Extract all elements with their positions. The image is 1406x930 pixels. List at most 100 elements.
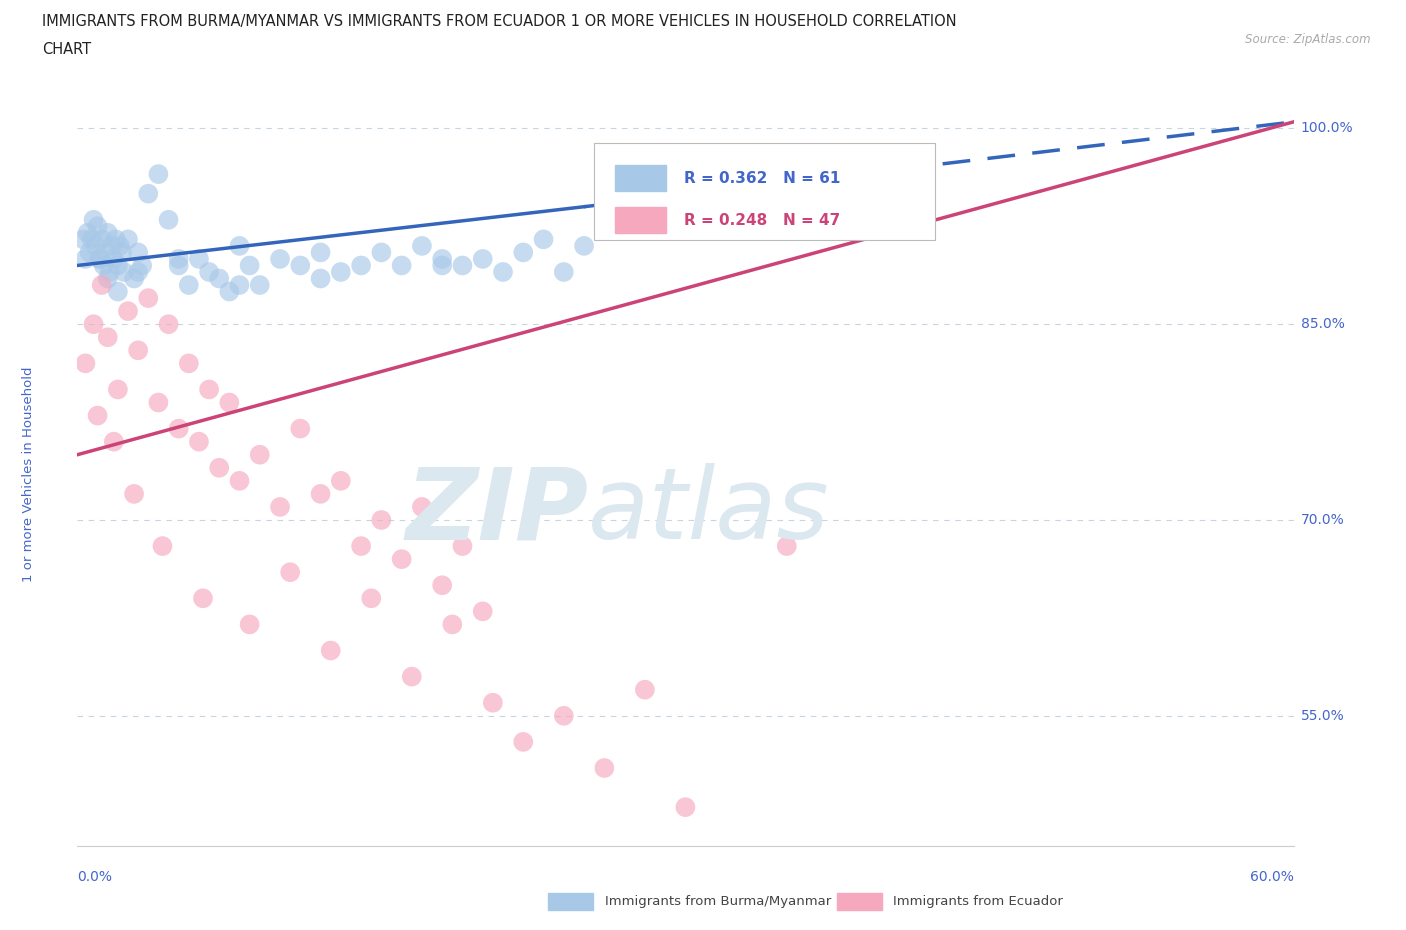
Point xyxy=(177,277,200,292)
Point xyxy=(117,304,139,319)
Point xyxy=(89,251,111,266)
Point xyxy=(90,232,112,246)
Point xyxy=(76,225,98,240)
Point xyxy=(471,604,494,618)
Point xyxy=(167,251,190,266)
Point xyxy=(136,291,159,306)
Point xyxy=(97,225,120,240)
Point xyxy=(83,317,105,332)
Point xyxy=(112,264,135,279)
Text: 70.0%: 70.0% xyxy=(1301,513,1344,527)
Point xyxy=(329,473,352,488)
Point xyxy=(430,578,453,592)
Point xyxy=(309,486,332,501)
Text: atlas: atlas xyxy=(588,463,830,560)
Bar xyxy=(614,207,666,233)
Point xyxy=(117,232,139,246)
Point xyxy=(675,800,697,815)
Point xyxy=(401,670,423,684)
Point xyxy=(122,486,145,501)
Point xyxy=(103,251,125,266)
Point xyxy=(72,232,94,246)
Point xyxy=(370,245,392,259)
Point xyxy=(451,538,474,553)
Point xyxy=(79,245,101,259)
Point xyxy=(228,238,250,253)
Point xyxy=(188,251,211,266)
FancyBboxPatch shape xyxy=(595,143,935,240)
Text: 0.0%: 0.0% xyxy=(77,870,112,884)
Text: Source: ZipAtlas.com: Source: ZipAtlas.com xyxy=(1246,33,1371,46)
Point xyxy=(122,271,145,286)
Point xyxy=(148,395,170,410)
Point xyxy=(441,617,464,631)
Point xyxy=(86,219,108,233)
Point xyxy=(228,277,250,292)
Point xyxy=(157,317,180,332)
Point xyxy=(471,251,494,266)
Point xyxy=(249,447,271,462)
Point xyxy=(131,258,153,272)
Point xyxy=(198,264,221,279)
Text: 55.0%: 55.0% xyxy=(1301,709,1344,723)
Point xyxy=(269,499,291,514)
Text: 100.0%: 100.0% xyxy=(1301,122,1353,136)
Point xyxy=(94,245,117,259)
Point xyxy=(97,271,120,286)
Point xyxy=(411,238,433,253)
Point xyxy=(278,565,301,579)
Point xyxy=(391,551,413,566)
Point xyxy=(249,277,271,292)
Point xyxy=(350,258,373,272)
Point xyxy=(482,696,505,711)
Bar xyxy=(614,166,666,192)
Point xyxy=(208,460,231,475)
Point xyxy=(512,245,534,259)
Text: Immigrants from Ecuador: Immigrants from Ecuador xyxy=(893,895,1063,908)
Point xyxy=(239,258,262,272)
Text: 60.0%: 60.0% xyxy=(1250,870,1294,884)
Point xyxy=(572,238,595,253)
Text: R = 0.248   N = 47: R = 0.248 N = 47 xyxy=(685,213,841,228)
Point xyxy=(430,258,453,272)
Point xyxy=(75,356,97,371)
Point xyxy=(512,735,534,750)
Point xyxy=(84,238,107,253)
Point xyxy=(239,617,262,631)
Point xyxy=(350,538,373,553)
Point xyxy=(634,683,657,698)
Point xyxy=(80,232,103,246)
Point xyxy=(93,258,115,272)
Point xyxy=(75,251,97,266)
Point xyxy=(198,382,221,397)
Point xyxy=(370,512,392,527)
Point xyxy=(111,245,134,259)
Point xyxy=(108,238,131,253)
Point xyxy=(593,761,616,776)
Point xyxy=(90,277,112,292)
Text: Immigrants from Burma/Myanmar: Immigrants from Burma/Myanmar xyxy=(605,895,831,908)
Point xyxy=(136,186,159,201)
Point xyxy=(98,264,121,279)
Point xyxy=(127,343,149,358)
Point xyxy=(177,356,200,371)
Point xyxy=(101,238,124,253)
Point xyxy=(104,232,127,246)
Point xyxy=(103,434,125,449)
Point xyxy=(127,264,149,279)
Text: 85.0%: 85.0% xyxy=(1301,317,1344,331)
Point xyxy=(208,271,231,286)
Point xyxy=(107,285,129,299)
Point xyxy=(86,408,108,423)
Text: 1 or more Vehicles in Household: 1 or more Vehicles in Household xyxy=(22,366,35,582)
Point xyxy=(152,538,174,553)
Point xyxy=(553,709,575,724)
Point xyxy=(319,643,342,658)
Point xyxy=(188,434,211,449)
Point xyxy=(167,258,190,272)
Point xyxy=(492,264,515,279)
Point xyxy=(553,264,575,279)
Point xyxy=(97,330,120,345)
Point xyxy=(107,258,129,272)
Point xyxy=(451,258,474,272)
